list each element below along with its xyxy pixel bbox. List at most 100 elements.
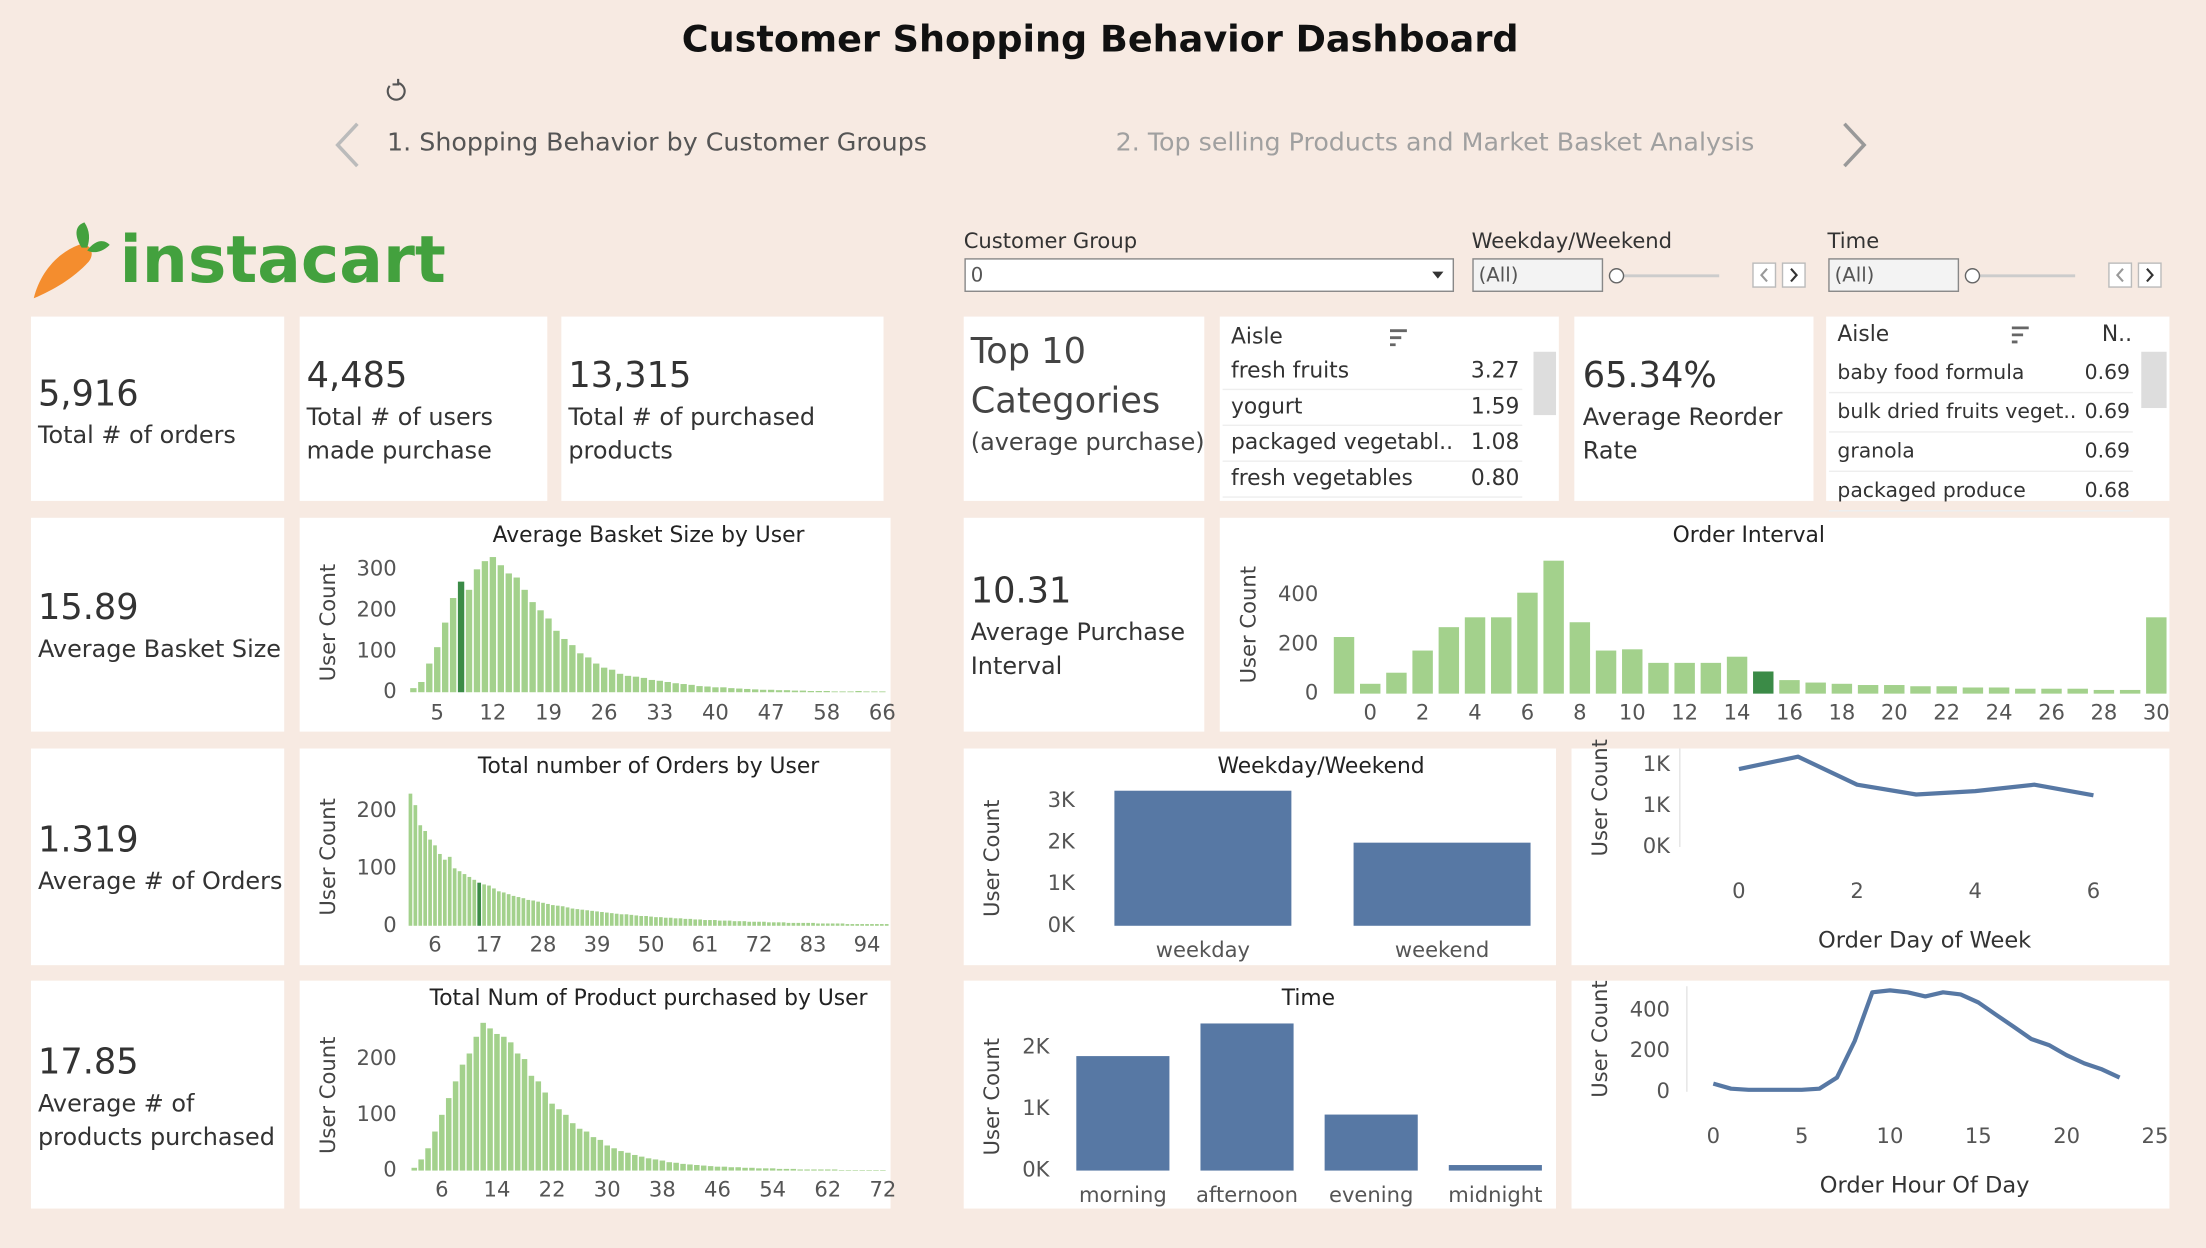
bar — [501, 892, 506, 926]
bar — [553, 630, 560, 693]
sort-icon[interactable] — [2011, 326, 2029, 344]
bar — [742, 921, 747, 926]
bar — [545, 618, 552, 693]
bar — [1753, 671, 1774, 694]
bar — [884, 924, 889, 926]
table-subtitle: (average purchase) — [971, 428, 1205, 456]
slider-handle[interactable] — [1608, 268, 1625, 284]
bar — [1726, 656, 1748, 694]
step-button[interactable] — [1781, 262, 1806, 288]
bar — [870, 924, 874, 926]
bar — [781, 922, 786, 926]
line-series — [1738, 754, 2094, 798]
y-tick-label: 0K — [1048, 912, 1076, 937]
bar — [494, 1033, 500, 1171]
step-button[interactable] — [1752, 262, 1777, 288]
bar — [783, 1168, 790, 1171]
x-tick-label: 28 — [530, 931, 557, 956]
step-button[interactable] — [2108, 262, 2133, 288]
bar — [720, 687, 727, 693]
y-tick-label: 0 — [383, 1157, 396, 1182]
bar — [616, 673, 624, 693]
y-tick-label: 400 — [1278, 581, 1318, 606]
bar — [797, 1169, 803, 1171]
tab[interactable]: 2. Top selling Products and Market Baske… — [1116, 127, 1755, 157]
bar — [2093, 689, 2115, 694]
bar — [759, 689, 767, 693]
scrollbar[interactable] — [2141, 351, 2167, 409]
bar — [418, 1159, 424, 1171]
bar — [556, 1109, 562, 1171]
bar — [852, 1170, 859, 1171]
slider-handle[interactable] — [1964, 268, 1981, 284]
bar — [531, 900, 536, 926]
bar — [411, 1167, 418, 1171]
logo-text: instacart — [120, 223, 446, 298]
bar — [593, 663, 600, 693]
kpi-value: 5,916 — [38, 373, 139, 414]
bar — [672, 683, 679, 693]
bar — [698, 919, 702, 926]
bar — [634, 915, 639, 926]
table-cell: 1.59 — [1471, 394, 1520, 419]
next-arrow[interactable] — [1843, 122, 1867, 168]
bar — [762, 1168, 769, 1171]
x-tick-label: 62 — [814, 1176, 841, 1201]
bar — [1648, 662, 1669, 694]
bar — [839, 691, 846, 693]
x-tick-label: 22 — [539, 1176, 566, 1201]
scrollbar[interactable] — [1533, 351, 1557, 416]
filter-box[interactable] — [1472, 258, 1604, 292]
bar — [632, 1154, 638, 1171]
bar — [696, 686, 703, 693]
prev-arrow[interactable] — [335, 122, 359, 168]
bar — [618, 1151, 624, 1171]
bar — [529, 602, 536, 693]
bar — [767, 922, 771, 926]
tab[interactable]: 1. Shopping Behavior by Customer Groups — [387, 127, 927, 157]
bar — [845, 1170, 852, 1171]
step-arrow — [2115, 268, 2124, 283]
x-tick-label: 30 — [2143, 699, 2170, 724]
y-tick-label: 1K — [1643, 751, 1671, 776]
y-axis-label: User Count — [979, 800, 1004, 917]
step-button[interactable] — [2137, 262, 2162, 288]
step-arrow — [1790, 268, 1799, 283]
bar — [845, 924, 850, 926]
filter-box[interactable] — [1828, 258, 1960, 292]
bar — [769, 1168, 776, 1171]
x-tick-label: 26 — [2038, 699, 2065, 724]
bar — [1412, 650, 1433, 694]
bar — [449, 598, 457, 693]
bar — [825, 923, 830, 926]
x-tick-label: 46 — [704, 1176, 731, 1201]
bar — [542, 1092, 548, 1171]
table-cell: 0.69 — [2085, 360, 2130, 384]
bar — [473, 1036, 480, 1171]
refresh-icon[interactable] — [386, 78, 406, 101]
bar — [585, 657, 592, 693]
bar — [537, 610, 544, 693]
dropdown-arrow[interactable] — [1432, 271, 1444, 279]
bar — [737, 921, 742, 926]
kpi-label: Average Reorder — [1583, 403, 1783, 431]
bar — [459, 1064, 466, 1171]
bar — [1910, 686, 1931, 694]
x-tick-label: evening — [1329, 1182, 1413, 1207]
bar — [576, 1128, 583, 1171]
carrot-leaves — [76, 222, 110, 253]
bar — [577, 653, 584, 693]
bar — [2041, 688, 2062, 694]
sort-icon[interactable] — [1390, 329, 1407, 347]
bar — [855, 691, 862, 693]
bar — [1491, 617, 1512, 694]
bar — [580, 909, 585, 926]
bar — [823, 691, 830, 693]
bar — [776, 922, 781, 926]
y-tick-label: 1K — [1022, 1095, 1050, 1120]
filter-box[interactable] — [964, 258, 1455, 292]
table-cell: 0.69 — [2085, 399, 2130, 423]
bar — [688, 918, 693, 926]
kpi-value: 1.319 — [38, 819, 139, 860]
bar — [604, 1145, 610, 1171]
